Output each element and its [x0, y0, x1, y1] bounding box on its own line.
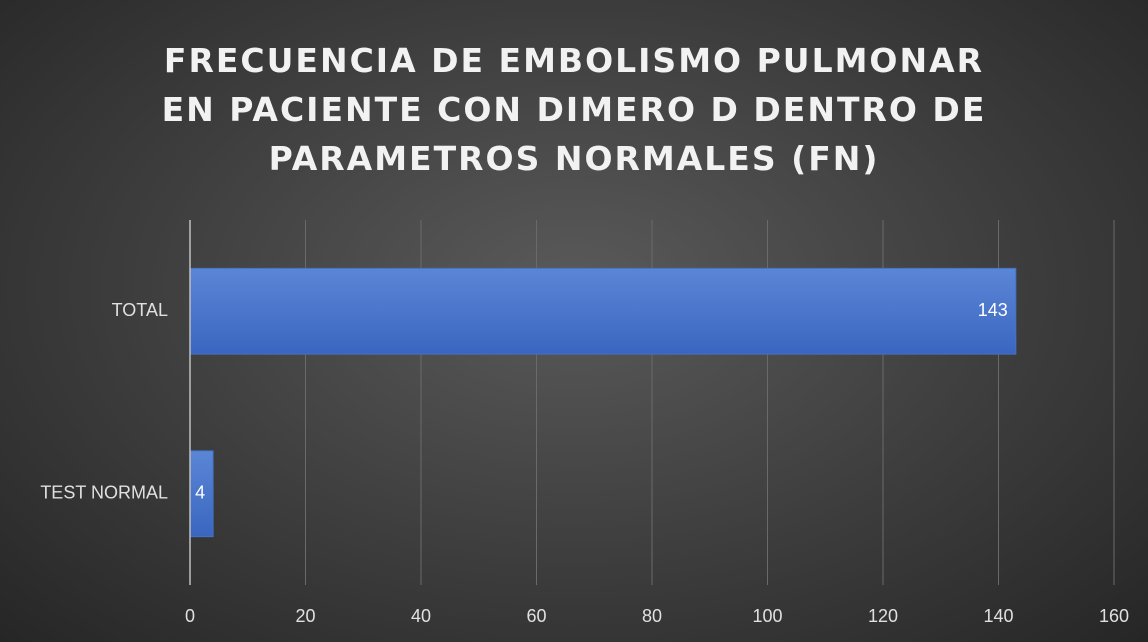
bar	[189, 267, 1017, 355]
x-tick-label: 60	[526, 606, 546, 626]
y-tick-label: TEST NORMAL	[40, 483, 168, 503]
x-tick-label: 80	[642, 606, 662, 626]
x-tick-label: 0	[185, 606, 195, 626]
x-tick-label: 140	[983, 606, 1013, 626]
x-tick-label: 120	[868, 606, 898, 626]
chart-title: FRECUENCIA DE EMBOLISMO PULMONAR EN PACI…	[161, 41, 987, 178]
data-label: 4	[195, 483, 205, 503]
x-tick-label: 100	[752, 606, 782, 626]
x-tick-label: 160	[1099, 606, 1129, 626]
x-tick-label: 40	[411, 606, 431, 626]
data-label: 143	[978, 300, 1008, 320]
x-tick-label: 20	[295, 606, 315, 626]
y-tick-label: TOTAL	[112, 300, 168, 320]
